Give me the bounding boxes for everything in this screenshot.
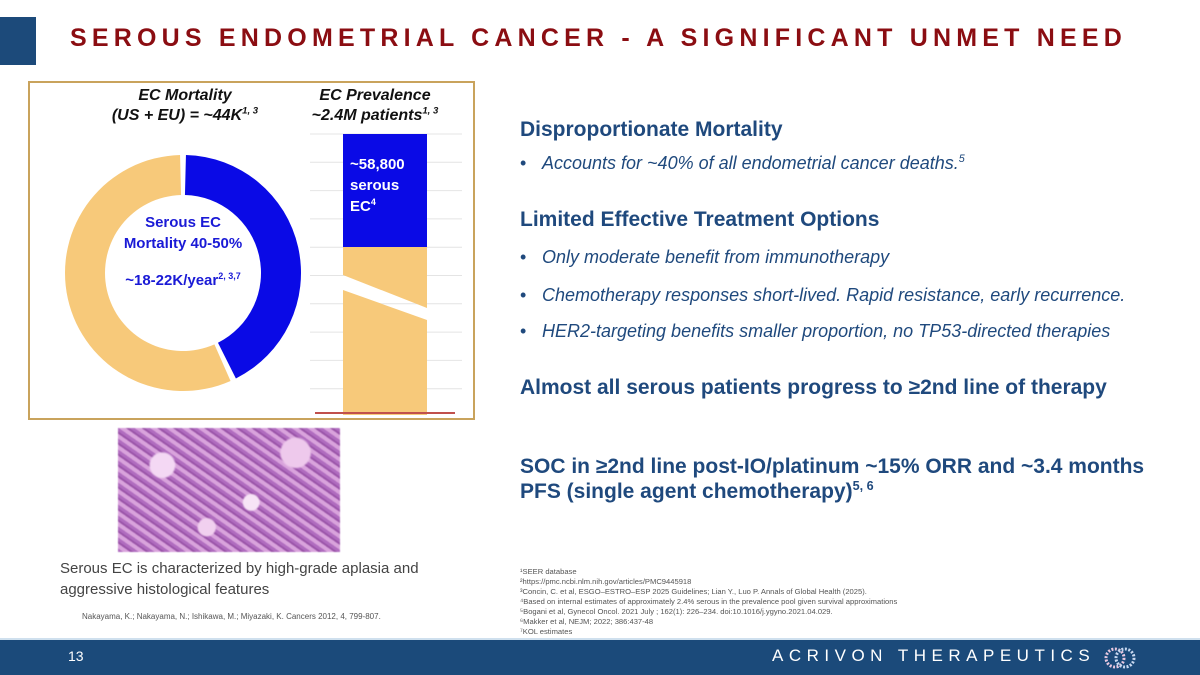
charts-svg — [65, 133, 462, 415]
reference: ⁴Based on internal estimates of approxim… — [520, 597, 898, 606]
bar-label-line1: ~58,800 — [350, 156, 405, 173]
page-number: 13 — [68, 648, 84, 664]
bullet-mortality: • Accounts for ~40% of all endometrial ca… — [520, 153, 965, 173]
heading-mortality: Disproportionate Mortality — [520, 118, 783, 141]
page-title: SEROUS ENDOMETRIAL CANCER - A SIGNIFICAN… — [70, 24, 1127, 52]
references: ¹SEER database ²https://pmc.ncbi.nlm.nih… — [520, 567, 897, 637]
bar-segment-serous — [343, 134, 427, 247]
brand-name: ACRIVON THERAPEUTICS — [772, 646, 1096, 665]
reference: ¹SEER database — [520, 567, 577, 576]
acrivon-logo-icon — [1104, 647, 1136, 669]
reference: ⁵Bogani et al, Gynecol Oncol. 2021 July … — [520, 607, 833, 616]
donut-chart — [65, 155, 302, 391]
heading-treatment: Limited Effective Treatment Options — [520, 208, 880, 231]
prevalence-heading-line2: ~2.4M patients1, 3 — [311, 105, 439, 124]
donut-slice-serous — [184, 155, 302, 379]
mortality-heading-line2: (US + EU) = ~44K1, 3 — [111, 105, 259, 124]
mortality-heading-line1: EC Mortality — [138, 87, 232, 104]
chart-panel — [28, 81, 475, 420]
footer-bar: 13 ACRIVON THERAPEUTICS — [0, 638, 1200, 675]
title-accent-square — [0, 17, 36, 65]
heading-progression: Almost all serous patients progress to ≥… — [520, 376, 1107, 399]
prevalence-heading: EC Prevalence ~2.4M patients1, 3 — [290, 86, 460, 126]
histology-image — [118, 428, 340, 552]
mortality-heading: EC Mortality (US + EU) = ~44K1, 3 — [50, 86, 320, 126]
bar-segment-label: ~58,800 serous EC4 — [350, 154, 405, 217]
bullet-item: • Only moderate benefit from immunotherap… — [520, 247, 890, 267]
bar-segment-other-lower — [343, 290, 427, 415]
bullet-item: • Chemotherapy responses short-lived. Rap… — [520, 285, 1126, 305]
bar-label-line2: serous — [350, 177, 400, 194]
bar-label-line3: EC4 — [350, 197, 376, 216]
prevalence-heading-line1: EC Prevalence — [319, 87, 431, 104]
bar-chart — [315, 134, 455, 415]
donut-slice-other — [65, 155, 231, 391]
heading-soc: SOC in ≥2nd line post-IO/platinum ~15% O… — [520, 455, 1145, 503]
reference: ⁷KOL estimates — [520, 627, 573, 636]
donut-label-line2: Mortality 40-50% — [123, 235, 243, 252]
reference: ⁶Makker et al, NEJM; 2022; 386:437-48 — [520, 617, 654, 626]
donut-center-label: Serous EC Mortality 40-50% ~18-22K/year2… — [95, 212, 271, 291]
bar-segment-other-upper — [343, 247, 427, 308]
histology-citation: Nakayama, K.; Nakayama, N.; Ishikawa, M.… — [82, 612, 381, 621]
reference: ²https://pmc.ncbi.nlm.nih.gov/articles/P… — [520, 577, 692, 586]
reference: ³Concin, C. et al, ESGO–ESTRO–ESP 2025 G… — [520, 587, 867, 596]
donut-label-line1: Serous EC — [145, 214, 221, 231]
histology-caption: Serous EC is characterized by high-grade… — [60, 560, 419, 598]
bullet-item: • HER2-targeting benefits smaller proport… — [520, 321, 1111, 341]
donut-label-line3: ~18-22K/year2, 3,7 — [125, 271, 241, 290]
